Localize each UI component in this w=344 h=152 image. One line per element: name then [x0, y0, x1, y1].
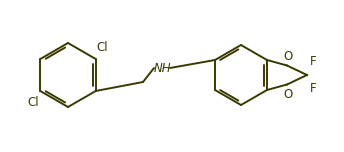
Text: NH: NH — [153, 62, 171, 74]
Text: Cl: Cl — [97, 41, 108, 54]
Text: O: O — [283, 88, 293, 100]
Text: F: F — [310, 55, 316, 68]
Text: O: O — [283, 50, 293, 62]
Text: F: F — [310, 82, 316, 95]
Text: Cl: Cl — [28, 96, 39, 109]
